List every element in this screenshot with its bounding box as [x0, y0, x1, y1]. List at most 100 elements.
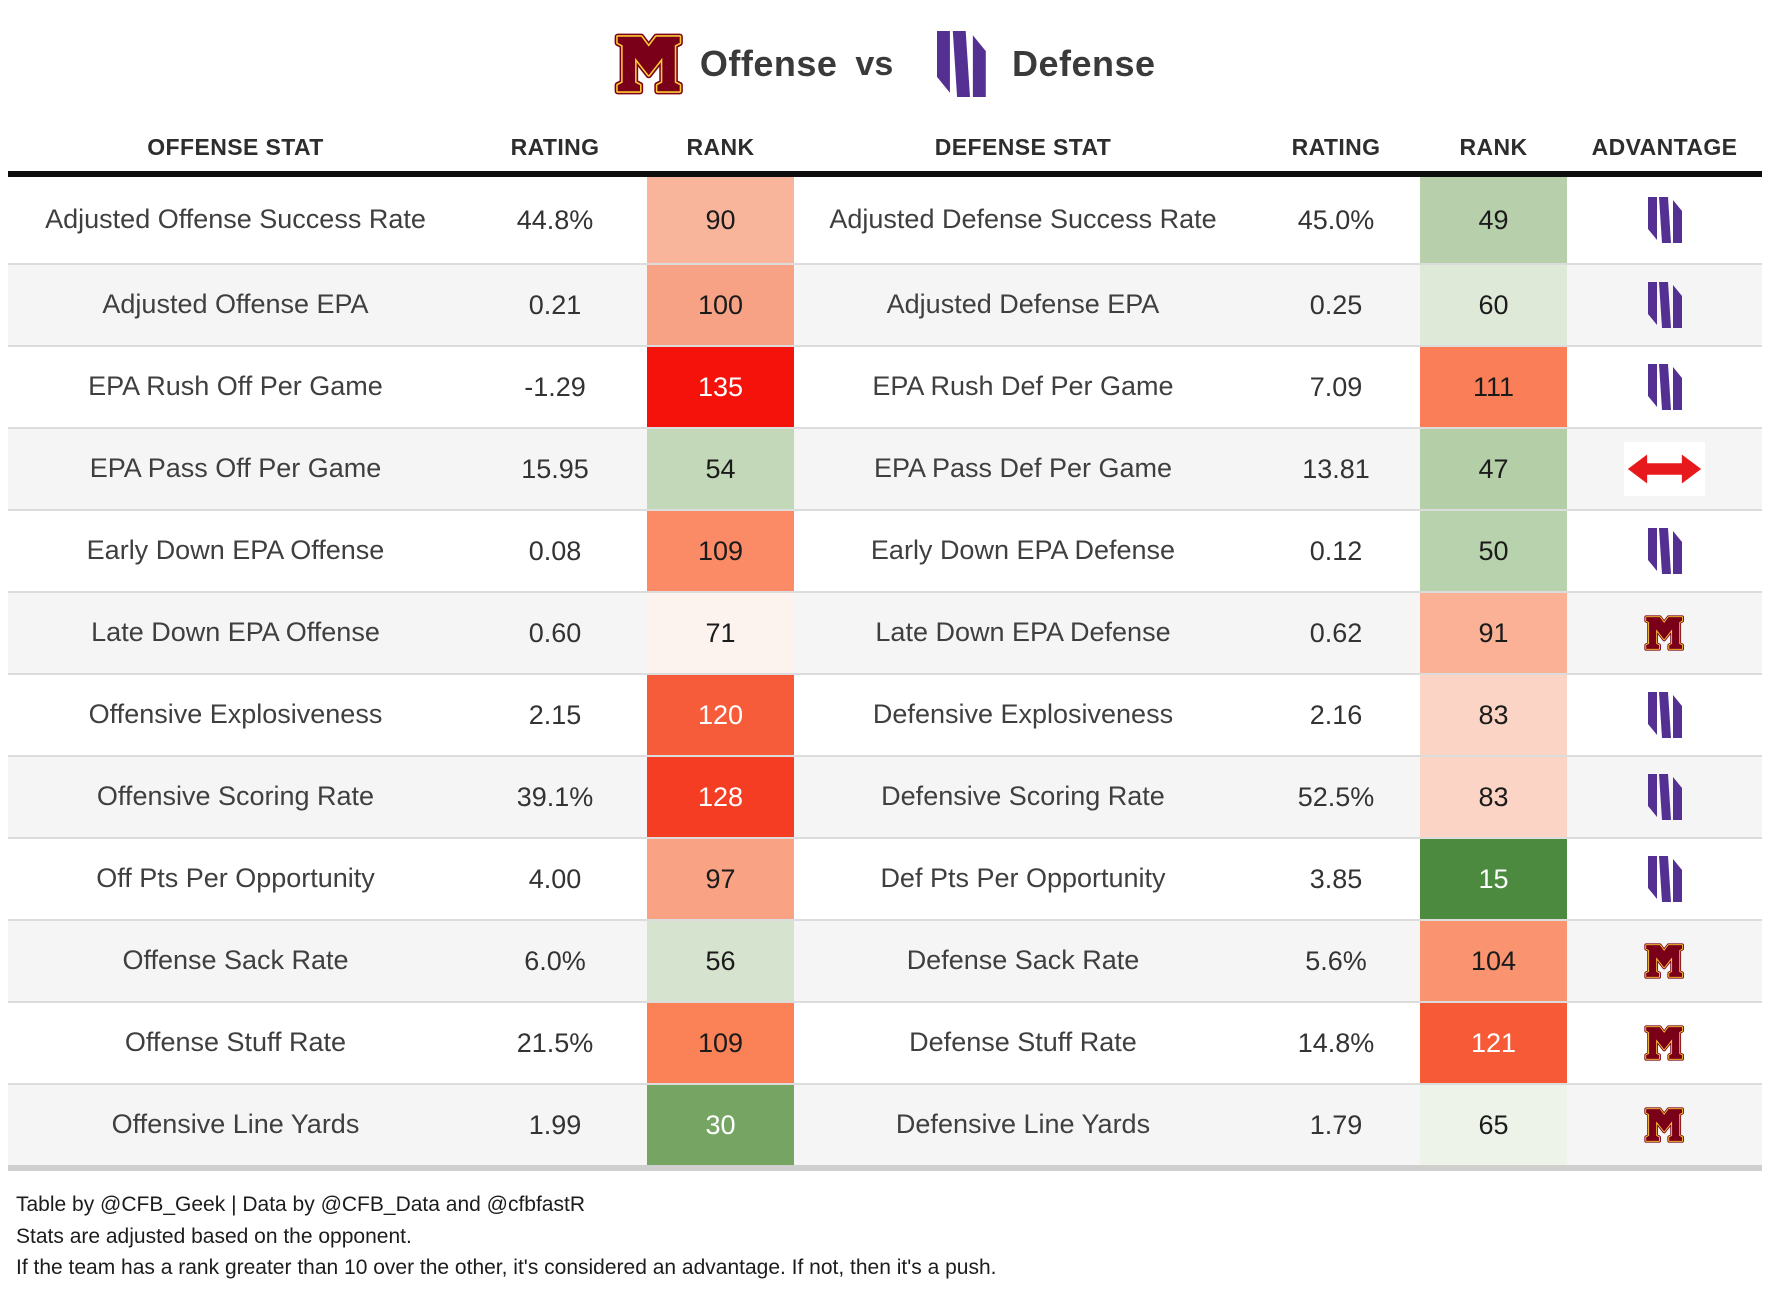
- table-row: Adjusted Offense Success Rate 44.8% 90 A…: [8, 177, 1762, 265]
- credit-line: Table by @CFB_Geek | Data by @CFB_Data a…: [16, 1193, 585, 1216]
- offense-rank: 128: [647, 757, 794, 837]
- defense-stat-name: Def Pts Per Opportunity: [880, 863, 1166, 894]
- offense-rank: 56: [647, 921, 794, 1001]
- col-header-offense-rank: RANK: [686, 134, 755, 160]
- defense-rank: 121: [1420, 1003, 1567, 1083]
- offense-rank: 109: [647, 1003, 794, 1083]
- northwestern-n-icon: [1647, 197, 1682, 243]
- northwestern-n-icon: [1647, 692, 1682, 738]
- defense-rating: 0.62: [1309, 617, 1363, 648]
- offense-stat-name: Off Pts Per Opportunity: [96, 863, 375, 894]
- table-row: Offensive Line Yards 1.99 30 Defensive L…: [8, 1085, 1762, 1171]
- table-row: Offensive Explosiveness 2.15 120 Defensi…: [8, 675, 1762, 757]
- offense-stat-name: Offense Stuff Rate: [124, 1027, 347, 1058]
- defense-stat-name: Defense Sack Rate: [906, 945, 1140, 976]
- defense-rating: 0.12: [1309, 535, 1363, 566]
- defense-rank: 65: [1420, 1085, 1567, 1165]
- advantage-cell: [1567, 1085, 1762, 1165]
- offense-rating: 0.21: [528, 289, 582, 320]
- defense-rating: 52.5%: [1297, 781, 1375, 812]
- offense-stat-name: EPA Rush Off Per Game: [88, 371, 383, 402]
- offense-stat-name: Offensive Line Yards: [111, 1109, 360, 1140]
- advantage-cell: [1567, 757, 1762, 837]
- defense-stat-name: EPA Rush Def Per Game: [872, 371, 1174, 402]
- northwestern-n-icon: [1647, 364, 1682, 410]
- minnesota-m-icon: [614, 33, 684, 95]
- offense-rating: 21.5%: [516, 1027, 594, 1058]
- advantage-cell: [1567, 1003, 1762, 1083]
- offense-rank: 30: [647, 1085, 794, 1165]
- offense-rank: 120: [647, 675, 794, 755]
- table-row: Late Down EPA Offense 0.60 71 Late Down …: [8, 593, 1762, 675]
- col-header-defense-rating: RATING: [1291, 134, 1381, 160]
- col-header-advantage: ADVANTAGE: [1591, 134, 1738, 160]
- page-title: Offense vs Defense: [0, 0, 1770, 128]
- defense-rank: 60: [1420, 265, 1567, 345]
- defense-rank: 91: [1420, 593, 1567, 673]
- offense-stat-name: Adjusted Offense EPA: [102, 289, 369, 320]
- table-header-row: OFFENSE STAT RATING RANK DEFENSE STAT RA…: [8, 134, 1762, 177]
- table-row: Offense Stuff Rate 21.5% 109 Defense Stu…: [8, 1003, 1762, 1085]
- note-advantage-rule: If the team has a rank greater than 10 o…: [16, 1256, 997, 1279]
- defense-rating: 14.8%: [1297, 1027, 1375, 1058]
- advantage-cell: [1567, 593, 1762, 673]
- northwestern-n-icon: [1647, 774, 1682, 820]
- col-header-defense-rank: RANK: [1459, 134, 1528, 160]
- offense-rating: 39.1%: [516, 781, 594, 812]
- offense-rating: 6.0%: [524, 945, 586, 976]
- offense-rating: 44.8%: [516, 204, 594, 235]
- col-header-offense-stat: OFFENSE STAT: [147, 134, 324, 160]
- defense-stat-name: Defensive Explosiveness: [872, 699, 1174, 730]
- table-row: Early Down EPA Offense 0.08 109 Early Do…: [8, 511, 1762, 593]
- advantage-cell: [1567, 839, 1762, 919]
- offense-rating: 0.08: [528, 535, 582, 566]
- defense-rank: 15: [1420, 839, 1567, 919]
- defense-rank: 111: [1420, 347, 1567, 427]
- advantage-cell: [1567, 265, 1762, 345]
- offense-rating: 2.15: [528, 699, 582, 730]
- northwestern-n-icon: [1647, 282, 1682, 328]
- table-row: Off Pts Per Opportunity 4.00 97 Def Pts …: [8, 839, 1762, 921]
- defense-rating: 3.85: [1309, 863, 1363, 894]
- defense-rating: 13.81: [1302, 453, 1370, 484]
- offense-stat-name: Adjusted Offense Success Rate: [45, 204, 426, 235]
- table-row: EPA Pass Off Per Game 15.95 54 EPA Pass …: [8, 429, 1762, 511]
- offense-rating: 15.95: [521, 453, 589, 484]
- advantage-cell: [1567, 177, 1762, 263]
- offense-stat-name: EPA Pass Off Per Game: [89, 453, 382, 484]
- table-row: Offense Sack Rate 6.0% 56 Defense Sack R…: [8, 921, 1762, 1003]
- offense-stat-name: Offensive Scoring Rate: [96, 781, 375, 812]
- northwestern-n-icon: [937, 31, 987, 97]
- defense-rating: 7.09: [1309, 371, 1363, 402]
- northwestern-n-icon: [1647, 528, 1682, 574]
- minnesota-m-icon: [1644, 1107, 1685, 1143]
- offense-stat-name: Late Down EPA Offense: [91, 617, 380, 648]
- defense-rank: 83: [1420, 675, 1567, 755]
- offense-rank: 135: [647, 347, 794, 427]
- defense-stat-name: Defensive Line Yards: [895, 1109, 1151, 1140]
- vs-label: vs: [855, 44, 894, 83]
- offense-rank: 54: [647, 429, 794, 509]
- advantage-cell: [1567, 675, 1762, 755]
- comparison-table: OFFENSE STAT RATING RANK DEFENSE STAT RA…: [0, 134, 1770, 1171]
- push-arrow-icon: [1624, 442, 1705, 496]
- offense-stat-name: Early Down EPA Offense: [86, 535, 385, 566]
- defense-stat-name: Defense Stuff Rate: [909, 1027, 1137, 1058]
- col-header-offense-rating: RATING: [510, 134, 600, 160]
- defense-stat-name: Adjusted Defense EPA: [886, 289, 1160, 320]
- advantage-cell: [1567, 347, 1762, 427]
- offense-rank: 109: [647, 511, 794, 591]
- offense-rating: 4.00: [528, 863, 582, 894]
- defense-rating: 0.25: [1309, 289, 1363, 320]
- defense-stat-name: Late Down EPA Defense: [875, 617, 1171, 648]
- offense-stat-name: Offense Sack Rate: [122, 945, 349, 976]
- advantage-cell: [1567, 429, 1762, 509]
- offense-rating: 0.60: [528, 617, 582, 648]
- defense-stat-name: Adjusted Defense Success Rate: [829, 204, 1217, 235]
- defense-rating: 45.0%: [1297, 204, 1375, 235]
- offense-rating: -1.29: [524, 371, 586, 402]
- minnesota-m-icon: [1644, 615, 1685, 651]
- offense-stat-name: Offensive Explosiveness: [88, 699, 383, 730]
- offense-rank: 90: [647, 177, 794, 263]
